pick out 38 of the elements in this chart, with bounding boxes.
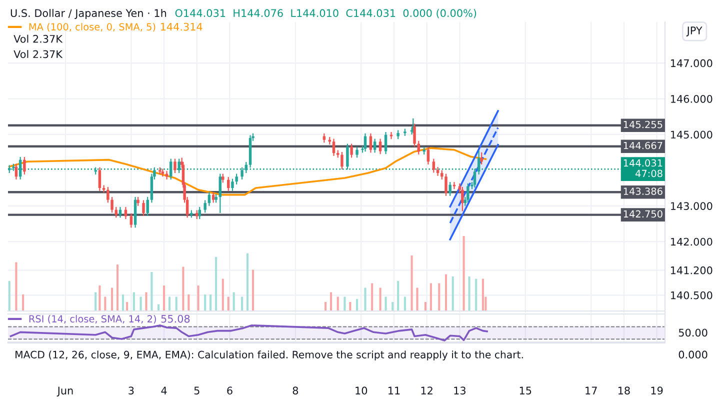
x-tick-label: 12 (421, 386, 432, 394)
text: 55.08 (161, 314, 190, 323)
x-tick-label: 18 (618, 386, 630, 395)
x-tick-label: 19 (651, 386, 663, 395)
ref-line-label: 144.667 (624, 142, 662, 150)
text: MACD (12, 26, close, 9, EMA, EMA): Calculation failed. Remove the script and reapply it to the chart. (16, 350, 523, 360)
ref-line-label: 144.031 47:08 (624, 159, 662, 178)
y-tick-label: 140.500 (671, 291, 712, 300)
y-tick-label: 142.000 (671, 238, 712, 246)
ref-line-label: 143.386 (624, 188, 662, 195)
x-tick-label: 11 (388, 386, 400, 394)
y-axis-title: JPY (686, 26, 702, 36)
ref-line-label: 145.255 (624, 120, 662, 128)
x-tick-label: Jun (56, 386, 73, 396)
y-tick-label: 145.000 (671, 130, 712, 139)
annotation: Vol 2.37K (14, 34, 63, 43)
y-tick-label: 141.200 (671, 266, 712, 274)
chart-subtitle: O144.031 H144.076 L144.010 C144.031 0.000 (0.00%) (175, 8, 476, 18)
text: 0.000 (678, 350, 708, 359)
y-tick-label: 146.000 (671, 94, 712, 103)
y-tick-label: 143.000 (671, 202, 712, 210)
annotation: Vol 2.37K (14, 50, 63, 58)
annotation: 144.314 (160, 22, 202, 31)
legend-label: RSI (14, close, SMA, 14, 2) (29, 314, 156, 324)
chart-title: U.S. Dollar / Japanese Yen · 1h (10, 8, 166, 20)
y-tick-label: 147.000 (671, 59, 712, 68)
x-tick-label: 5 (194, 386, 200, 395)
x-tick-label: 4 (161, 386, 167, 394)
ref-line-label: 142.750 (624, 210, 662, 218)
x-tick-label: 15 (520, 386, 532, 395)
x-tick-label: 13 (454, 386, 466, 395)
x-tick-label: 17 (586, 386, 597, 394)
x-tick-label: 10 (356, 386, 368, 395)
x-tick-label: 3 (128, 386, 134, 395)
text: 50.00 (678, 328, 708, 337)
x-tick-label: 8 (292, 386, 298, 395)
text: MA (100, close, 0, SMA, 5) (29, 22, 156, 32)
x-tick-label: 6 (227, 386, 232, 395)
